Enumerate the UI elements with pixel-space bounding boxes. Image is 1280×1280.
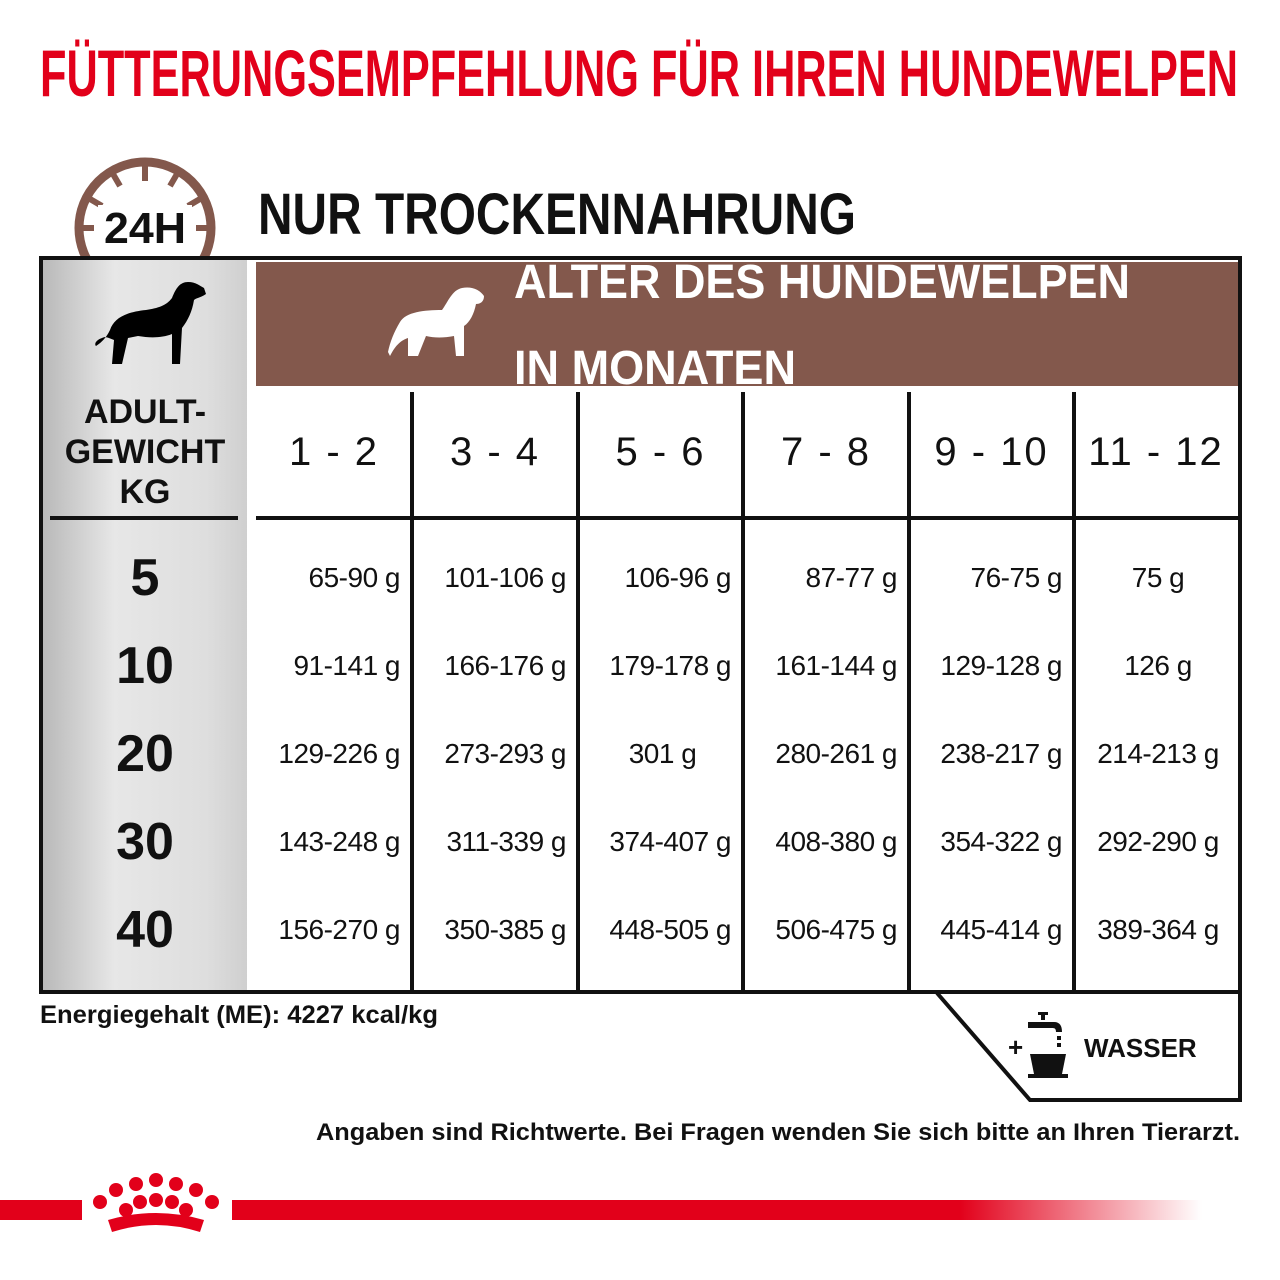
table-cell: 129-226 g [278, 738, 400, 769]
plus-sign: + [1008, 1032, 1024, 1062]
table-cell: 389-364 g [1097, 914, 1219, 945]
weight-label-line: ADULT- [83, 393, 207, 431]
table-cell: 292-290 g [1097, 826, 1219, 857]
row-weight: 10 [116, 637, 174, 695]
table-cell: 350-385 g [444, 914, 566, 945]
brand-line-right [232, 1200, 1202, 1220]
section-subtitle: NUR TROCKENNAHRUNG [258, 182, 856, 246]
table-cell: 408-380 g [775, 826, 897, 857]
weight-column [43, 260, 247, 990]
clock-label: 24H [104, 204, 186, 253]
table-cell: 156-270 g [278, 914, 400, 945]
column-header: 5 - 6 [615, 430, 706, 474]
table-cell: 76-75 g [970, 562, 1063, 593]
table-cell: 301 g [628, 738, 697, 769]
table-cell: 311-339 g [446, 826, 566, 857]
table-cell: 445-414 g [940, 914, 1062, 945]
water-box [935, 990, 1242, 1102]
royal-canin-crown-logo [93, 1173, 219, 1232]
table-cell: 273-293 g [444, 738, 566, 769]
table-cell: 126 g [1124, 650, 1192, 681]
weight-label-line: KG [119, 473, 171, 511]
table-cell: 448-505 g [609, 914, 731, 945]
water-label: WASSER [1084, 1033, 1197, 1063]
column-header: 9 - 10 [934, 430, 1049, 474]
energy-content-text: Energiegehalt (ME): 4227 kcal/kg [40, 1001, 438, 1029]
column-header: 11 - 12 [1088, 430, 1224, 474]
row-weight: 5 [130, 549, 160, 607]
table-cell: 129-128 g [940, 650, 1062, 681]
table-cell: 87-77 g [805, 562, 898, 593]
table-cell: 166-176 g [444, 650, 566, 681]
row-weight: 30 [116, 813, 174, 871]
table-cell: 506-475 g [775, 914, 897, 945]
divider [50, 516, 238, 520]
age-header-text: ALTER DES HUNDEWELPEN IN MONATEN [514, 258, 1130, 386]
column-divider [907, 392, 911, 990]
column-divider [1072, 392, 1076, 990]
column-header: 7 - 8 [780, 430, 872, 474]
section-subtitle-text: NUR TROCKENNAHRUNG [258, 182, 856, 246]
table-cell: 65-90 g [308, 562, 401, 593]
table-cell: 75 g [1131, 562, 1185, 593]
brand-line-left [0, 1200, 82, 1220]
weight-label: ADULT- GEWICHT KG [43, 392, 247, 512]
table-cell: 106-96 g [624, 562, 731, 593]
column-divider [576, 392, 580, 990]
weight-label-line: GEWICHT [64, 433, 226, 471]
header-line-2: IN MONATEN [514, 342, 796, 386]
table-cell: 91-141 g [293, 650, 400, 681]
row-weight: 40 [116, 901, 174, 959]
puppy-icon [388, 287, 484, 356]
table-cell: 143-248 g [278, 826, 400, 857]
column-header: 3 - 4 [449, 430, 541, 474]
header-line-1: ALTER DES HUNDEWELPEN [514, 258, 1130, 309]
disclaimer-note: Angaben sind Richtwerte. Bei Fragen wend… [316, 1119, 1240, 1146]
table-cell: 214-213 g [1097, 738, 1219, 769]
table-cell: 374-407 g [609, 826, 731, 857]
page-title-text: FÜTTERUNGSEMPFEHLUNG FÜR IHREN HUNDEWELP… [40, 36, 1238, 110]
water-tap-bowl-icon [1028, 1012, 1068, 1078]
table-cell: 280-261 g [775, 738, 897, 769]
table-cell: 179-178 g [609, 650, 731, 681]
column-divider [741, 392, 745, 990]
energy-content: Energiegehalt (ME): 4227 kcal/kg [40, 1001, 438, 1029]
divider [256, 516, 1238, 520]
table-cell: 354-322 g [940, 826, 1062, 857]
row-weight: 20 [116, 725, 174, 783]
table-cell: 238-217 g [940, 738, 1062, 769]
table-cell: 161-144 g [775, 650, 897, 681]
disclaimer-note-text: Angaben sind Richtwerte. Bei Fragen wend… [316, 1119, 1240, 1146]
page-title: FÜTTERUNGSEMPFEHLUNG FÜR IHREN HUNDEWELP… [40, 36, 1238, 110]
column-header: 1 - 2 [288, 430, 380, 474]
adult-dog-icon [95, 282, 206, 364]
table-cell: 101-106 g [444, 562, 566, 593]
column-divider [410, 392, 414, 990]
